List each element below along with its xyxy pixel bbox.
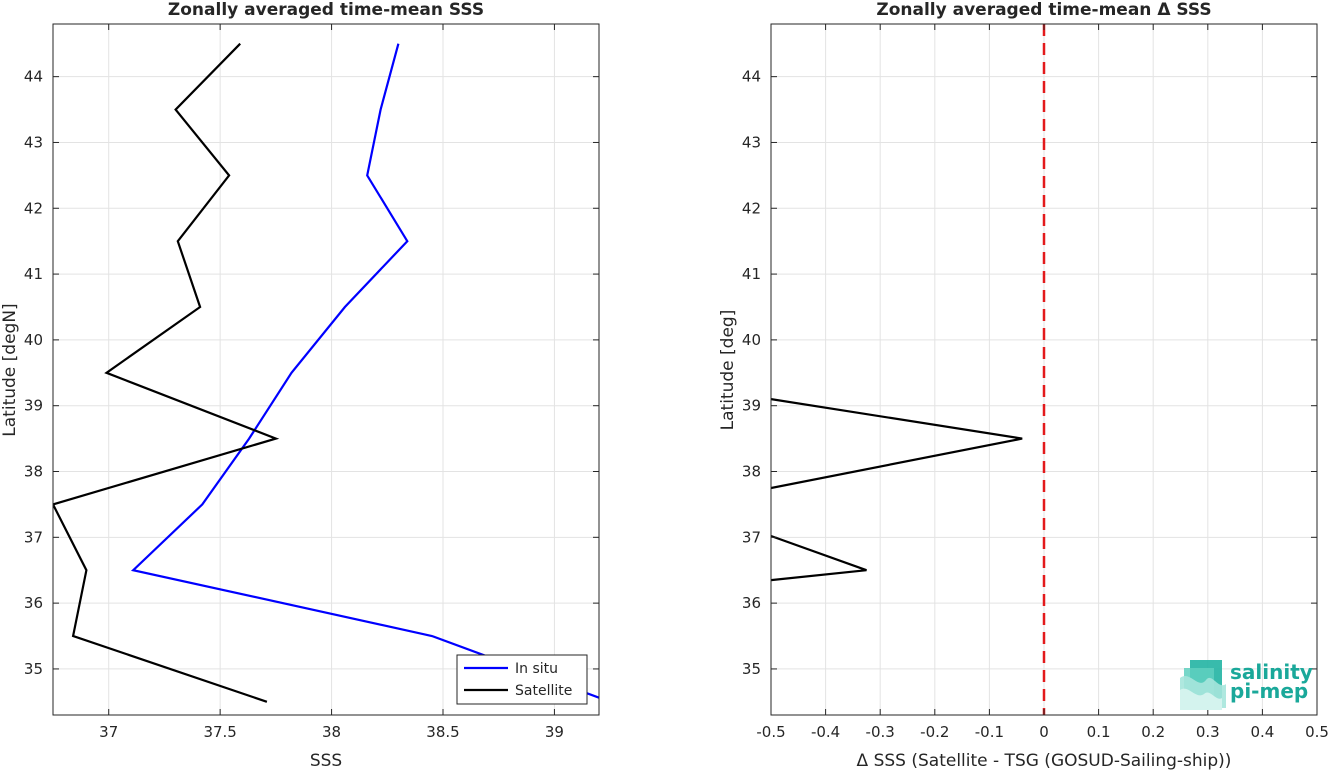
wave-logo-icon	[1180, 660, 1226, 710]
legend-in-situ-label: In situ	[515, 661, 558, 677]
sss-xtick-label: 37.5	[203, 723, 236, 741]
delta-ytick-label: 39	[742, 397, 761, 415]
sss-plot-area	[53, 24, 599, 715]
sss-axes-box	[52, 23, 600, 716]
delta-sss-panel: -0.5 -0.4 -0.3 -0.2 -0.1 0 0.1 0.2 0.3 0.4 0.5 35 36…	[718, 0, 1329, 770]
sss-ytick-label: 42	[24, 199, 43, 217]
sss-y-axis-label: Latitude [degN]	[0, 303, 20, 436]
delta-xtick-label: -0.1	[975, 723, 1004, 741]
delta-chart-title: Zonally averaged time-mean Δ SSS	[876, 0, 1211, 20]
logo-line1: salinity	[1230, 660, 1313, 684]
sss-xtick-label: 38	[322, 723, 341, 741]
sss-xtick-label: 39	[545, 723, 564, 741]
delta-xtick-label: 0.3	[1196, 723, 1220, 741]
delta-sss-series-line	[771, 398, 1023, 490]
delta-lines	[771, 398, 1023, 582]
delta-xtick-label: -0.5	[756, 723, 785, 741]
delta-sss-series-line	[771, 534, 867, 582]
legend-box	[456, 654, 588, 705]
delta-ytick-label: 35	[742, 660, 761, 678]
delta-ytick-label: 44	[742, 68, 761, 86]
sss-grid	[53, 24, 599, 715]
delta-xtick-label: 0.5	[1305, 723, 1329, 741]
delta-ytick-label: 43	[742, 133, 761, 151]
logo-line2: pi-mep	[1230, 679, 1308, 703]
sss-x-axis-label: SSS	[310, 751, 342, 770]
delta-ytick-label: 38	[742, 463, 761, 481]
delta-ytick-label: 36	[742, 594, 761, 612]
delta-x-axis-label: Δ SSS (Satellite - TSG (GOSUD-Sailing-sh…	[857, 751, 1232, 770]
sss-legend: In situ Satellite	[456, 654, 588, 705]
delta-ytick-label: 41	[742, 265, 761, 283]
legend-satellite-label: Satellite	[515, 683, 572, 699]
delta-y-axis-label: Latitude [deg]	[718, 310, 738, 431]
delta-ytick-label: 40	[742, 331, 761, 349]
sss-ytick-label: 44	[24, 68, 43, 86]
satellite-series-line	[53, 42, 280, 703]
sss-ticks: 37 37.5 38 38.5 39 35 36 37 38 39 40 41 42 43 44	[24, 24, 599, 741]
sss-ytick-label: 39	[24, 397, 43, 415]
delta-xtick-label: 0.4	[1250, 723, 1274, 741]
delta-ytick-label: 37	[742, 528, 761, 546]
in-situ-series-line	[130, 43, 599, 699]
sss-lines	[53, 42, 599, 703]
sss-ytick-label: 35	[24, 660, 43, 678]
sss-ytick-label: 40	[24, 331, 43, 349]
delta-xtick-label: 0	[1039, 723, 1049, 741]
delta-ytick-label: 42	[742, 199, 761, 217]
sss-ytick-label: 43	[24, 133, 43, 151]
delta-xtick-label: -0.3	[866, 723, 895, 741]
sss-xtick-label: 38.5	[426, 723, 459, 741]
sss-xtick-label: 37	[99, 723, 118, 741]
delta-ticks: -0.5 -0.4 -0.3 -0.2 -0.1 0 0.1 0.2 0.3 0.4 0.5 35 36…	[742, 24, 1329, 741]
delta-xtick-label: -0.4	[811, 723, 840, 741]
salinity-pimep-logo: salinity pi-mep	[1180, 660, 1313, 710]
sss-ytick-label: 41	[24, 265, 43, 283]
delta-xtick-label: -0.2	[920, 723, 949, 741]
sss-ytick-label: 37	[24, 528, 43, 546]
sss-panel: 37 37.5 38 38.5 39 35 36 37 38 39 40 41 42 43 44 Zonal…	[0, 0, 600, 770]
delta-xtick-label: 0.1	[1087, 723, 1111, 741]
sss-ytick-label: 36	[24, 594, 43, 612]
sss-chart-title: Zonally averaged time-mean SSS	[168, 0, 484, 20]
delta-xtick-label: 0.2	[1141, 723, 1165, 741]
sss-ytick-label: 38	[24, 463, 43, 481]
